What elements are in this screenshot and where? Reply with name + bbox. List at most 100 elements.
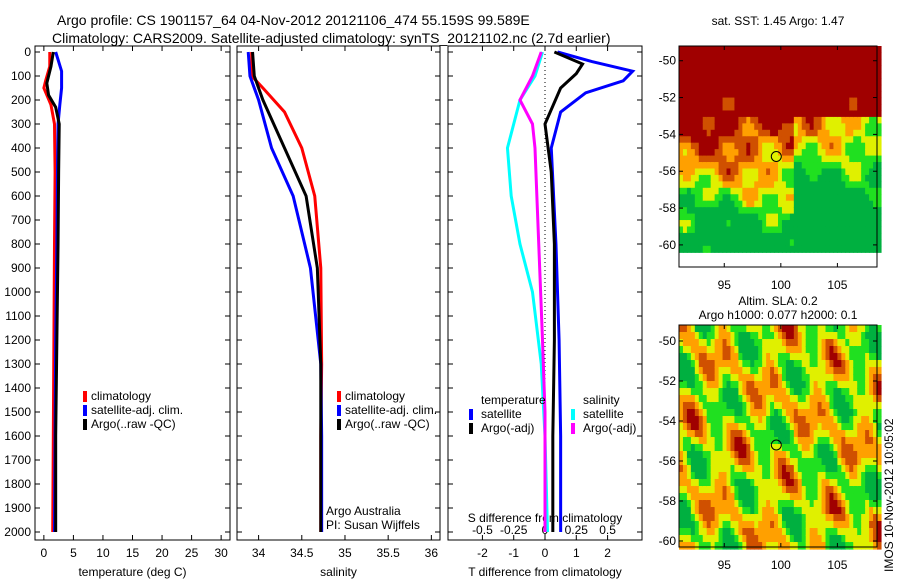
map-cell: [829, 360, 835, 368]
map-cell: [682, 123, 688, 131]
map-cell: [801, 367, 807, 375]
map-cell: [758, 97, 763, 105]
map-cell: [730, 528, 736, 536]
map-cell: [714, 78, 720, 86]
map-cell: [734, 149, 739, 157]
map-cell: [817, 245, 823, 253]
map-cell: [682, 416, 688, 424]
map-cell: [770, 339, 775, 347]
map-cell: [738, 58, 743, 66]
map-cell: [726, 162, 732, 170]
legend-swatch: [337, 405, 341, 416]
map-cell: [778, 142, 783, 150]
map-cell: [793, 213, 799, 221]
map-cell: [825, 245, 831, 253]
map-cell: [714, 149, 720, 157]
map-cell: [750, 507, 755, 515]
map-cell: [742, 78, 747, 86]
map-cell: [710, 226, 716, 234]
map-cell: [845, 136, 850, 144]
map-cell: [762, 200, 767, 208]
map-cell: [837, 232, 842, 240]
map-cell: [781, 332, 787, 340]
map-cell: [829, 110, 835, 118]
map-cell: [702, 226, 708, 234]
map-cell: [742, 374, 747, 382]
map-cell: [726, 493, 732, 501]
map-cell: [837, 162, 842, 170]
map-cell: [801, 207, 807, 215]
map-cell: [813, 174, 819, 182]
map-cell: [861, 472, 866, 480]
map-cell: [781, 58, 787, 66]
map-cell: [774, 213, 779, 221]
map-cell: [746, 232, 751, 240]
map-cell: [849, 129, 854, 137]
map-cell: [722, 168, 728, 176]
map-cell: [718, 367, 724, 375]
map-cell: [797, 220, 803, 228]
map-cell: [710, 207, 716, 215]
map-cell: [857, 97, 862, 105]
map-cell: [853, 91, 858, 99]
map-cell: [726, 226, 732, 234]
map-cell: [734, 325, 739, 333]
map-cell: [774, 395, 779, 403]
map-cell: [722, 535, 728, 543]
map-cell: [706, 416, 712, 424]
map-cell: [778, 472, 783, 480]
map-cell: [679, 360, 684, 368]
map-cell: [809, 232, 815, 240]
map-cell: [710, 84, 716, 92]
map-cell: [845, 521, 850, 529]
map-cell: [730, 381, 736, 389]
map-cell: [702, 325, 708, 333]
map-cell: [805, 472, 811, 480]
map-cell: [817, 181, 823, 189]
map-cell: [789, 65, 795, 73]
map-cell: [718, 479, 724, 487]
map-cell: [742, 528, 747, 536]
map-cell: [730, 514, 736, 522]
map-cell: [718, 507, 724, 515]
map-cell: [833, 239, 838, 247]
map-cell: [722, 542, 728, 550]
map-cell: [833, 402, 838, 410]
map-cell: [877, 116, 882, 124]
map-cell: [718, 388, 724, 396]
map-cell: [821, 226, 827, 234]
map-cell: [778, 84, 783, 92]
map-cell: [813, 97, 819, 105]
map-cell: [841, 472, 846, 480]
map-cell: [726, 388, 732, 396]
map-cell: [770, 104, 775, 112]
map-cell: [730, 181, 736, 189]
map-cell: [690, 486, 696, 494]
map-cell: [789, 58, 795, 66]
map-cell: [789, 395, 795, 403]
map-cell: [698, 395, 704, 403]
map-cell: [750, 97, 755, 105]
map-cell: [781, 500, 787, 508]
map-cell: [809, 104, 815, 112]
map-cell: [746, 207, 751, 215]
map-cell: [857, 91, 862, 99]
map-cell: [869, 110, 874, 118]
map-cell: [817, 116, 823, 124]
map-cell: [861, 84, 866, 92]
map-cell: [829, 97, 835, 105]
map-cell: [805, 116, 811, 124]
map-cell: [849, 374, 854, 382]
map-cell: [710, 507, 716, 515]
map-cell: [857, 339, 862, 347]
map-cell: [679, 479, 684, 487]
map-cell: [718, 58, 724, 66]
map-cell: [754, 472, 759, 480]
map-cell: [861, 220, 866, 228]
map-cell: [857, 360, 862, 368]
map-cell: [710, 409, 716, 417]
map-cell: [710, 528, 716, 536]
map-cell: [738, 493, 743, 501]
map-cell: [734, 155, 739, 163]
map-cell: [726, 91, 732, 99]
